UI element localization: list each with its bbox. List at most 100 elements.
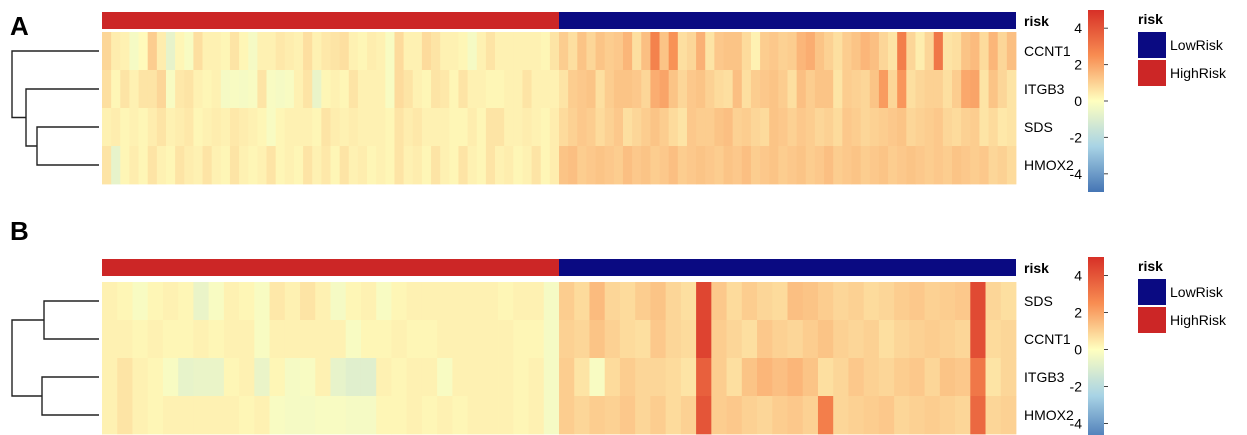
heatmap-cell — [312, 146, 322, 185]
heatmap-cell — [851, 146, 862, 185]
heatmap-cell — [156, 70, 167, 109]
heatmap-cell — [939, 320, 956, 359]
heatmap-cell — [705, 70, 715, 109]
heatmap-cell — [1006, 108, 1017, 147]
heatmap-cell — [385, 70, 395, 109]
heatmap-cell — [513, 320, 529, 359]
heatmap-cell — [696, 358, 712, 397]
heatmap-cell — [156, 32, 167, 71]
heatmap-cell — [680, 358, 697, 397]
heatmap-cell — [760, 146, 770, 185]
heatmap-cell — [437, 282, 453, 321]
row-label: CCNT1 — [1024, 43, 1071, 59]
heatmap-cell — [482, 320, 499, 359]
annotation-lowrisk-bar — [559, 12, 1016, 29]
heatmap-cell — [750, 146, 761, 185]
heatmap-cell — [543, 396, 560, 435]
heatmap-cell — [495, 70, 505, 109]
heatmap-cell — [476, 146, 487, 185]
heatmap-cell — [431, 146, 441, 185]
heatmap-cell — [659, 146, 670, 185]
heatmap-cell — [650, 70, 660, 109]
heatmap-cell — [897, 108, 907, 147]
heatmap-cell — [178, 282, 194, 321]
heatmap-cell — [467, 358, 484, 397]
heatmap-cell — [559, 396, 575, 435]
heatmap-cell — [677, 108, 688, 147]
heatmap-cell — [848, 320, 865, 359]
heatmap-cell — [476, 108, 487, 147]
heatmap-cell — [641, 32, 651, 71]
heatmap-cell — [757, 358, 773, 397]
heatmap-cell — [345, 320, 362, 359]
heatmap-cell — [622, 32, 633, 71]
row-label: HMOX2 — [1024, 157, 1074, 173]
heatmap-cell — [248, 70, 258, 109]
heatmap-cell — [842, 108, 852, 147]
heatmap-cell — [814, 70, 825, 109]
heatmap-cell — [452, 396, 468, 435]
heatmap-cell — [129, 108, 139, 147]
heatmap-cell — [117, 358, 133, 397]
heatmap-cell — [513, 358, 529, 397]
heatmap-cell — [677, 70, 688, 109]
heatmap-cell — [184, 146, 194, 185]
heatmap-cell — [132, 396, 149, 435]
heatmap-cell — [723, 32, 734, 71]
heatmap-cell — [897, 146, 907, 185]
heatmap-cell — [403, 108, 414, 147]
heatmap-cell — [613, 146, 624, 185]
heatmap-cell — [239, 146, 249, 185]
heatmap-cell — [842, 70, 852, 109]
heatmap-cell — [988, 70, 999, 109]
heatmap-cell — [528, 396, 545, 435]
heatmap-cell — [345, 358, 362, 397]
heatmap-cell — [504, 32, 514, 71]
heatmap-cell — [732, 146, 743, 185]
heatmap-cell — [467, 70, 478, 109]
row-label: CCNT1 — [1024, 331, 1071, 347]
heatmap-cell — [312, 70, 322, 109]
heatmap-cell — [452, 358, 468, 397]
heatmap-cell — [202, 32, 213, 71]
heatmap-cell — [284, 146, 295, 185]
colorbar — [1088, 257, 1104, 435]
heatmap-cell — [711, 358, 727, 397]
heatmap-cell — [412, 146, 423, 185]
heatmap-cell — [802, 282, 819, 321]
heatmap-cell — [939, 396, 956, 435]
heatmap-cell — [312, 108, 322, 147]
heatmap-cell — [132, 282, 149, 321]
heatmap-cell — [367, 108, 377, 147]
heatmap-cell — [348, 146, 359, 185]
heatmap-cell — [495, 108, 505, 147]
heatmap-cell — [406, 320, 423, 359]
heatmap-cell — [952, 32, 962, 71]
heatmap-cell — [165, 108, 176, 147]
heatmap-cell — [915, 108, 925, 147]
heatmap-cell — [223, 282, 240, 321]
heatmap-cell — [498, 320, 514, 359]
heatmap-cell — [659, 108, 670, 147]
heatmap-cell — [574, 282, 590, 321]
heatmap-cell — [726, 282, 743, 321]
heatmap-cell — [668, 70, 679, 109]
heatmap-cell — [894, 282, 910, 321]
heatmap-cell — [988, 32, 999, 71]
colorbar-tick-label: -2 — [1070, 129, 1083, 145]
heatmap-cell — [665, 282, 682, 321]
heatmap-cell — [229, 108, 240, 147]
heatmap-cell — [498, 358, 514, 397]
heatmap-cell — [668, 146, 679, 185]
heatmap-cell — [772, 282, 788, 321]
heatmap-cell — [714, 146, 724, 185]
heatmap-cell — [833, 396, 849, 435]
heatmap-cell — [348, 70, 359, 109]
heatmap-cell — [988, 146, 999, 185]
heatmap-cell — [403, 70, 414, 109]
heatmap-cell — [360, 396, 377, 435]
heatmap-cell — [406, 396, 423, 435]
heatmap-cell — [403, 32, 414, 71]
heatmap-cell — [193, 32, 203, 71]
